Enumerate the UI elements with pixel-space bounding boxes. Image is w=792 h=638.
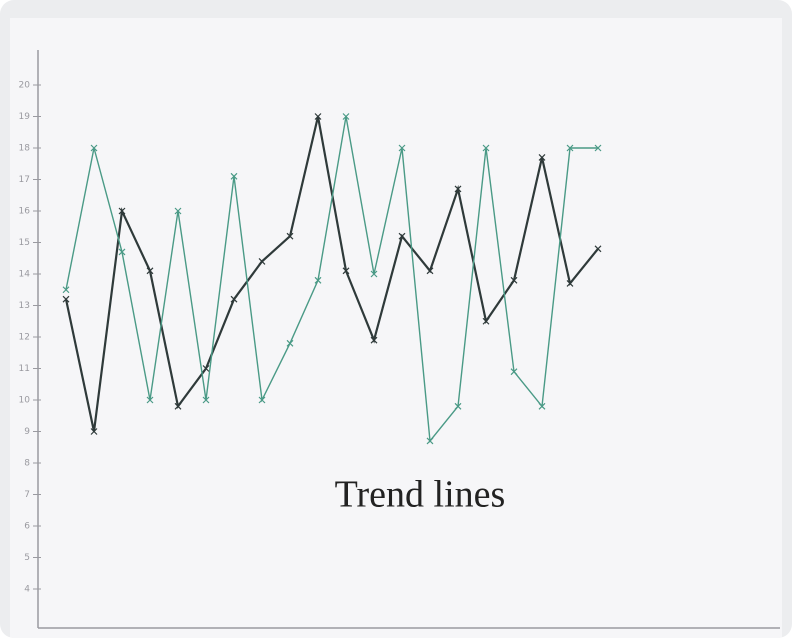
- y-tick-label: 11: [19, 364, 30, 374]
- y-tick-label: 15: [19, 238, 30, 248]
- y-tick-label: 10: [19, 396, 31, 406]
- y-tick-label: 18: [19, 144, 31, 154]
- y-tick-label: 17: [19, 175, 30, 185]
- y-tick-label: 19: [19, 112, 31, 122]
- y-tick-label: 12: [19, 333, 30, 343]
- paper-sheet: [10, 18, 782, 638]
- y-tick-label: 13: [19, 301, 30, 311]
- y-tick-label: 7: [24, 490, 30, 500]
- screenshot: 4 5 6 7 8 9 10 11 12 13 14 15 16 17 18 19 20 Trend lines: [0, 0, 792, 638]
- chart: 4 5 6 7 8 9 10 11 12 13 14 15 16 17 18 19 20 Trend lines: [0, 0, 792, 638]
- y-tick-label: 6: [24, 522, 30, 532]
- y-tick-label: 5: [24, 553, 30, 563]
- y-tick-label: 14: [19, 270, 31, 280]
- y-tick-label: 9: [24, 427, 30, 437]
- y-tick-label: 4: [24, 585, 30, 595]
- y-tick-label: 20: [19, 81, 31, 91]
- y-tick-label: 16: [19, 207, 31, 217]
- annotation: Trend lines: [335, 474, 506, 516]
- y-tick-label: 8: [24, 459, 30, 469]
